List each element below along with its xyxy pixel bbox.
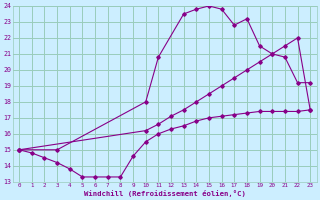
X-axis label: Windchill (Refroidissement éolien,°C): Windchill (Refroidissement éolien,°C): [84, 190, 246, 197]
